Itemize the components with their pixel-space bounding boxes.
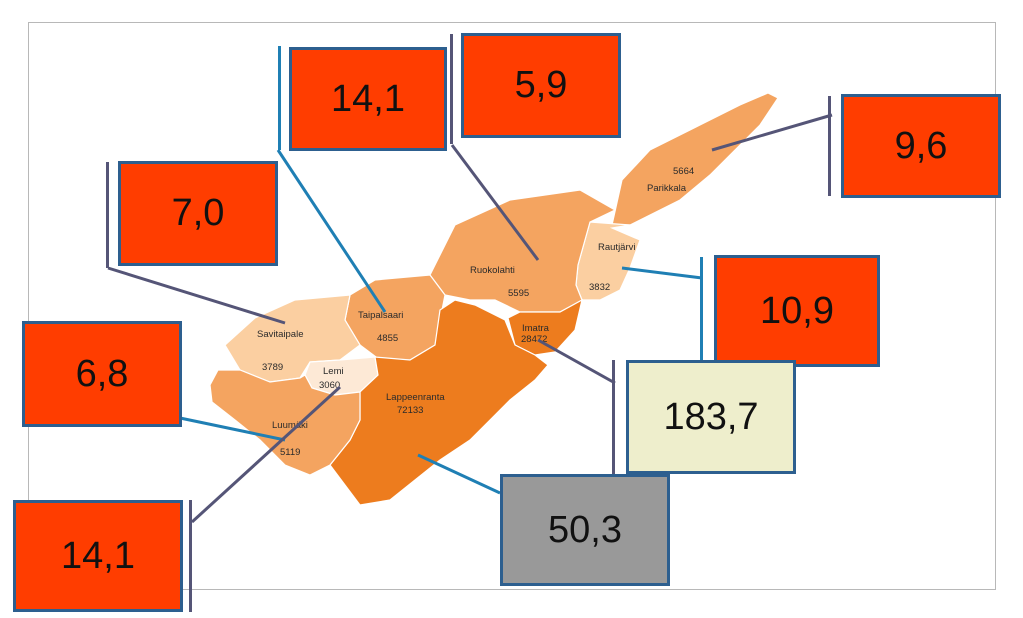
callout-bar-imatra: [612, 360, 615, 474]
label-ruokolahti-name: Ruokolahti: [470, 265, 515, 276]
label-parikkala-value: 5664: [673, 166, 694, 177]
label-taipalsaari-value: 4855: [377, 333, 398, 344]
leader-line-taipalsaari: [276, 149, 387, 313]
callout-bar-ruokolahti: [450, 34, 453, 144]
callout-bar-rautjarvi: [700, 257, 703, 367]
leader-line-parikkala: [711, 113, 833, 152]
label-lemi-value: 3060: [319, 380, 340, 391]
callout-bar-savitaipale: [106, 162, 109, 268]
callout-value-parikkala: 9,6: [841, 94, 1001, 198]
label-luumaki-value: 5119: [280, 447, 300, 458]
label-rautjarvi-name: Rautjärvi: [598, 242, 636, 253]
callout-value-lemi: 14,1: [13, 500, 183, 612]
callout-value-taipalsaari: 14,1: [289, 47, 447, 151]
label-lemi-name: Lemi: [323, 366, 344, 377]
leader-line-savitaipale: [107, 266, 286, 325]
callout-value-ruokolahti: 5,9: [461, 33, 621, 138]
label-ruokolahti-value: 5595: [508, 288, 529, 299]
leader-line-lappeenranta: [417, 453, 501, 495]
label-taipalsaari-name: Taipalsaari: [358, 310, 403, 321]
label-savitaipale-value: 3789: [262, 362, 283, 373]
leader-line-lemi: [190, 385, 342, 524]
region-parikkala: [611, 92, 779, 226]
callout-value-luumaki: 6,8: [22, 321, 182, 427]
label-lappeenranta-name: Lappeenranta: [386, 392, 445, 403]
callout-value-imatra: 183,7: [626, 360, 796, 474]
leader-line-luumaki: [179, 416, 286, 442]
callout-value-savitaipale: 7,0: [118, 161, 278, 266]
callout-bar-parikkala: [828, 96, 831, 196]
region-luumaki: [209, 369, 361, 476]
label-rautjarvi-value: 3832: [589, 282, 610, 293]
leader-line-imatra: [537, 338, 616, 385]
label-lappeenranta-value: 72133: [397, 405, 423, 416]
label-parikkala-name: Parikkala: [647, 183, 687, 194]
callout-bar-lemi: [189, 500, 192, 612]
label-imatra-value: 28472: [521, 334, 547, 345]
label-luumaki-name: Luumäki: [272, 420, 308, 431]
region-lappeenranta: [329, 299, 549, 506]
label-imatra-name: Imatra: [522, 323, 550, 334]
region-ruokolahti: [429, 189, 617, 313]
callout-bar-taipalsaari: [278, 46, 281, 150]
callout-value-rautjarvi: 10,9: [714, 255, 880, 367]
label-savitaipale-name: Savitaipale: [257, 329, 303, 340]
leader-line-rautjarvi: [621, 266, 703, 280]
callout-value-lappeenranta: 50,3: [500, 474, 670, 586]
leader-line-ruokolahti: [450, 144, 540, 261]
